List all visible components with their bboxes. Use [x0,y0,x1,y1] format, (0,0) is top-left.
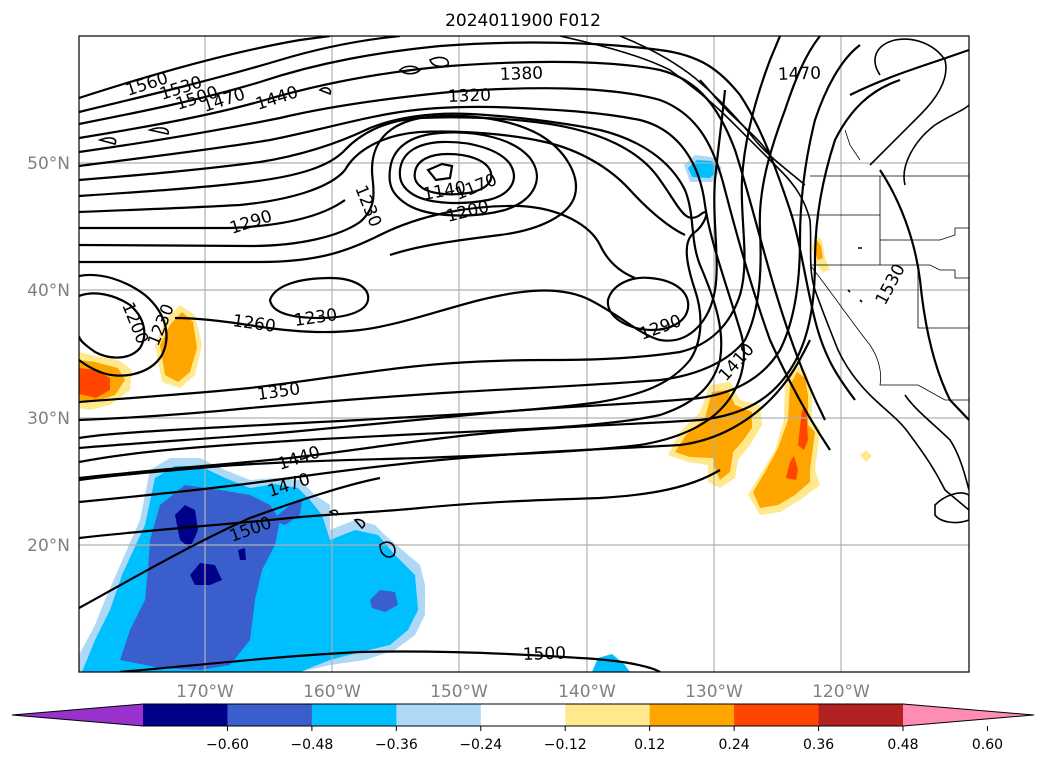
colorbar-segment [480,704,566,726]
colorbar-tick-label: −0.48 [290,737,333,753]
anomaly-fill-layer [79,155,872,672]
map-title: 2024011900 F012 [445,11,601,31]
lat-tick-label: 30°N [27,409,70,429]
lat-tick-label: 40°N [27,281,70,301]
colorbar-segment [734,704,820,726]
colorbar-tick-label: −0.24 [459,737,502,753]
colorbar: −0.60 −0.48 −0.36 −0.24 −0.12 0.12 0.24 0.36 0.4… [11,703,1035,753]
colorbar-extend-high [903,704,1034,726]
colorbar-extend-low [12,704,143,726]
colorbar-segment [311,704,397,726]
contour-label: 1500 [522,643,566,664]
colorbar-tick-label: 0.60 [972,737,1003,753]
lon-tick-label: 140°W [558,682,616,702]
colorbar-tick-label: 0.12 [634,737,665,753]
lon-tick-label: 160°W [303,682,361,702]
coastlines [97,36,969,558]
colorbar-outline [11,703,1035,727]
latitude-ticks: 20°N 30°N 40°N 50°N [27,154,70,556]
contour-label: 1470 [777,63,821,84]
colorbar-tick-label: −0.36 [375,737,418,753]
lat-tick-label: 20°N [27,536,70,556]
lon-tick-label: 120°W [812,682,870,702]
colorbar-tick-label: −0.12 [544,737,587,753]
colorbar-segment [649,704,735,726]
colorbar-tick-label: −0.60 [206,737,249,753]
colorbar-segment [565,704,651,726]
political-borders [790,129,969,401]
colorbar-tick-label: 0.36 [803,737,834,753]
lat-tick-label: 50°N [27,154,70,174]
map-frame [78,35,970,673]
colorbar-segment [143,704,228,726]
colorbar-tick-label: 0.24 [719,737,750,753]
colorbar-tick-label: 0.48 [887,737,918,753]
contour-label: 1320 [447,85,491,106]
lon-tick-label: 170°W [176,682,234,702]
map-panel: 1560 1530 1500 1470 1440 1380 1320 1470 … [78,35,970,673]
colorbar-segment [227,704,313,726]
colorbar-segment [818,704,904,726]
colorbar-segment [396,704,482,726]
lon-tick-label: 130°W [685,682,743,702]
height-contours [79,36,969,672]
contour-label: 1380 [499,63,543,84]
longitude-ticks: 170°W 160°W 150°W 140°W 130°W 120°W [176,682,870,702]
lon-tick-label: 150°W [430,682,488,702]
